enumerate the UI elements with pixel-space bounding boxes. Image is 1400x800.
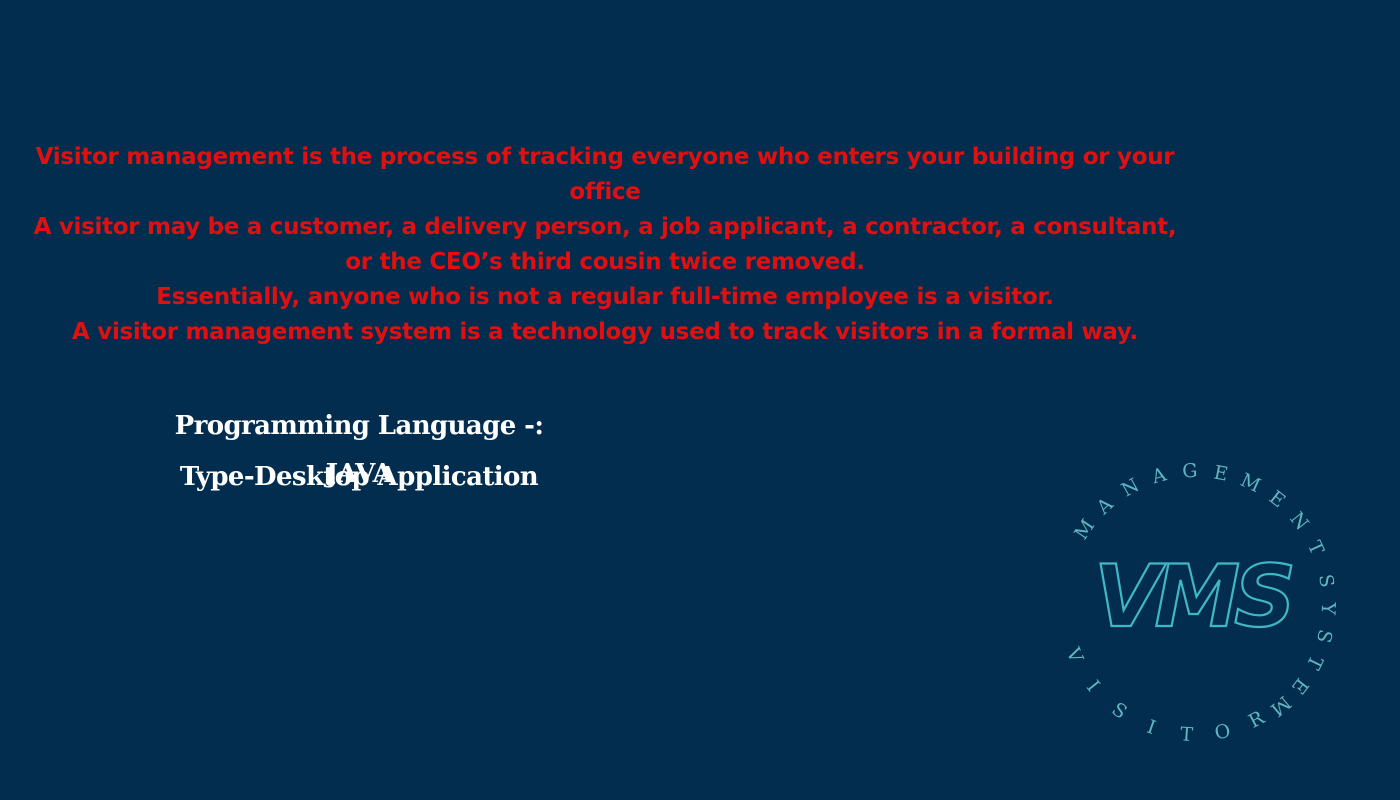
logo-ring-letter: T (1303, 537, 1328, 558)
logo-ring-letter: T (1180, 723, 1194, 746)
logo-ring-letter: M (1266, 691, 1295, 720)
logo-ring-letter: I (1082, 676, 1104, 696)
programming-language-text: Programming Language -: JAVA (174, 411, 544, 489)
intro-paragraph-2: A visitor may be a customer, a delivery … (33, 214, 1177, 275)
logo-ring-letter: N (1118, 474, 1143, 501)
logo-ring-letter: O (1213, 720, 1233, 745)
logo-ring-letter: E (1265, 486, 1289, 512)
logo-ring-letter: I (1144, 716, 1158, 739)
logo-monogram: VMS (1094, 547, 1292, 647)
logo-ring-letter: R (1245, 706, 1269, 732)
logo-ring-letter: M (1070, 515, 1099, 543)
logo-ring-letter: T (1302, 652, 1327, 673)
logo-ring-letter: E (1212, 461, 1230, 485)
logo-ring-letter: V (1061, 644, 1087, 666)
logo-ring-letter: N (1285, 508, 1313, 535)
project-info: Programming Language -: JAVA Type-Deskto… (140, 402, 578, 504)
logo-ring-letter: A (1149, 463, 1169, 488)
logo-ring-letter: S (1312, 627, 1336, 645)
logo-ring-letter: G (1182, 460, 1198, 483)
logo-ring-letter: E (1287, 674, 1313, 698)
intro-paragraph-1: Visitor management is the process of tra… (35, 144, 1175, 205)
logo-ring-letter: S (1314, 573, 1338, 590)
intro-paragraph-3: Essentially, anyone who is not a regular… (156, 284, 1054, 310)
intro-paragraph-4: A visitor management system is a technol… (72, 319, 1138, 345)
intro-text-block: Visitor management is the process of tra… (20, 140, 1190, 350)
logo-ring-letter: A (1092, 493, 1118, 519)
logo-ring-letter: Y (1317, 601, 1339, 616)
logo-ring-letter: S (1108, 698, 1131, 723)
logo-ring-letter: M (1237, 469, 1264, 497)
application-type-text: Type-Desktop Application (179, 462, 539, 492)
